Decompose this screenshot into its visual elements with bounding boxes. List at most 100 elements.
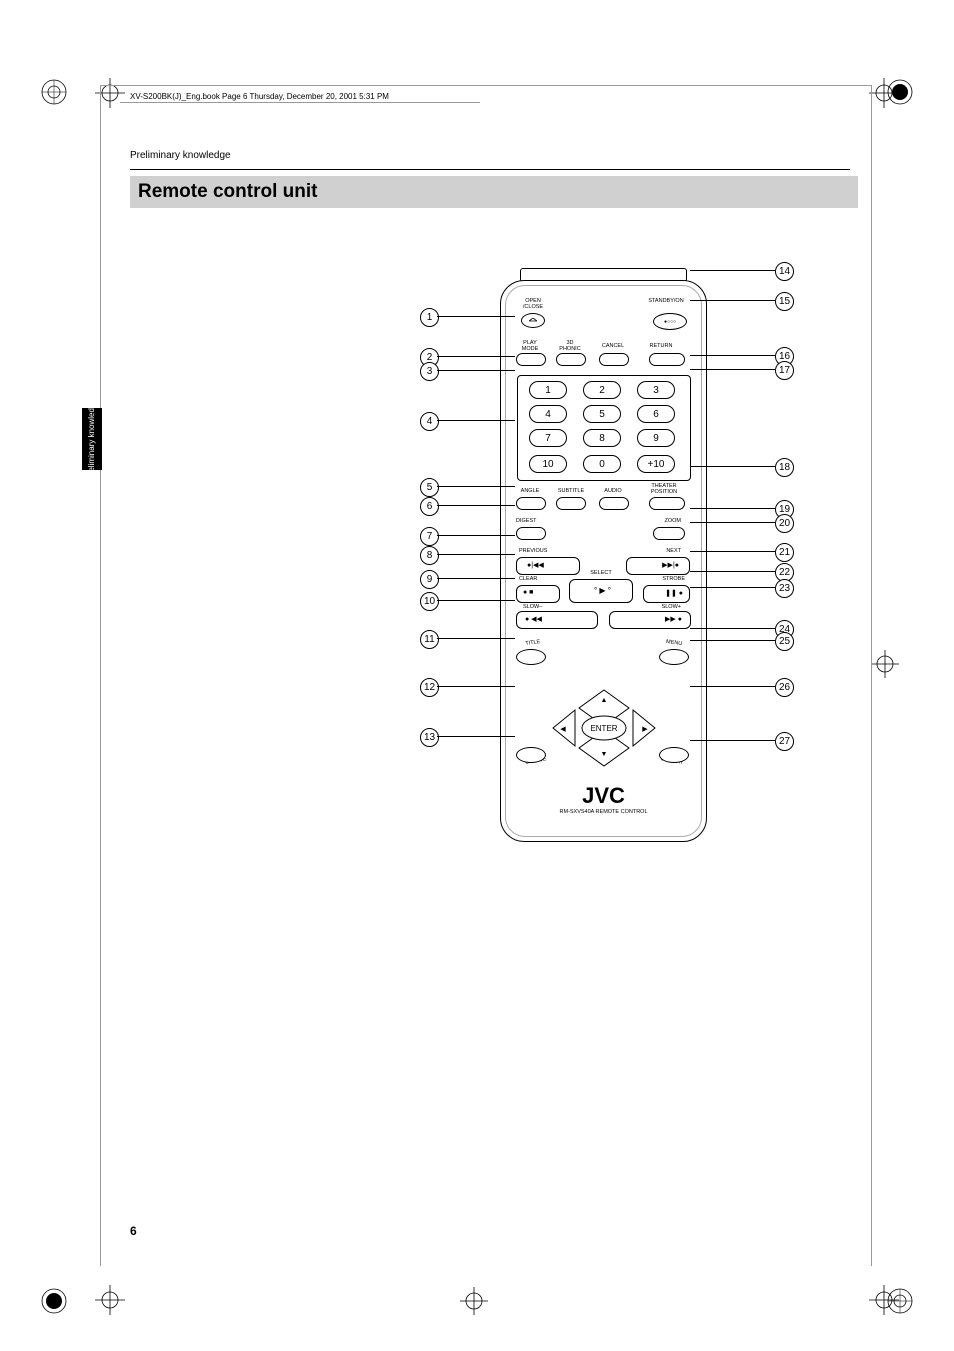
callout-line-27 — [690, 740, 775, 741]
label-digest: DIGEST — [516, 519, 546, 525]
callout-line-16 — [690, 355, 775, 356]
label-clear: CLEAR — [519, 577, 549, 583]
numpad-9[interactable]: 9 — [637, 429, 675, 447]
label-angle: ANGLE — [516, 489, 544, 495]
remote-body: OPEN /CLOSE STANDBY/ON ●○○○ PLAY MODE 3D… — [500, 280, 707, 842]
cancel-button[interactable] — [599, 353, 629, 366]
slow-fwd-button[interactable]: ▶▶ ● — [609, 611, 691, 629]
clear-stop-button[interactable]: ● ■ — [516, 585, 560, 603]
label-return: RETURN — [646, 344, 676, 350]
callout-line-10 — [437, 600, 515, 601]
callout-line-1 — [437, 316, 515, 317]
callout-line-24 — [690, 628, 775, 629]
callout-11: 11 — [420, 630, 439, 649]
side-tab: Preliminary knowledge — [82, 408, 102, 470]
callout-line-20 — [690, 522, 775, 523]
callout-line-26 — [690, 686, 775, 687]
phonic-3d-button[interactable] — [556, 353, 586, 366]
open-close-button[interactable] — [521, 313, 545, 328]
callout-20: 20 — [775, 514, 794, 533]
label-theater: THEATER POSITION — [644, 484, 684, 495]
select-play-button[interactable]: ° ▶ ° — [569, 579, 633, 603]
section-rule — [130, 169, 850, 170]
title-button[interactable] — [516, 649, 546, 665]
audio-button[interactable] — [599, 497, 629, 510]
callout-line-23 — [690, 587, 775, 588]
callout-3: 3 — [420, 362, 439, 381]
numpad-10[interactable]: 10 — [529, 455, 567, 473]
callout-5: 5 — [420, 478, 439, 497]
play-mode-button[interactable] — [516, 353, 546, 366]
center-target-bottom — [460, 1287, 488, 1315]
zoom-button[interactable] — [653, 527, 685, 540]
callout-line-21 — [690, 551, 775, 552]
previous-button[interactable]: ●|◀◀ — [516, 557, 580, 575]
callout-line-8 — [437, 554, 515, 555]
numpad-+10[interactable]: +10 — [637, 455, 675, 473]
numpad-1[interactable]: 1 — [529, 381, 567, 399]
label-open-close: OPEN /CLOSE — [516, 299, 550, 310]
next-button[interactable]: ▶▶|● — [626, 557, 690, 575]
label-strobe: STROBE — [651, 577, 685, 583]
callout-8: 8 — [420, 546, 439, 565]
numpad-2[interactable]: 2 — [583, 381, 621, 399]
standby-button[interactable]: ●○○○ — [653, 313, 687, 330]
subtitle-button[interactable] — [556, 497, 586, 510]
callout-line-6 — [437, 505, 515, 506]
callout-line-18 — [690, 466, 775, 467]
callout-line-5 — [437, 486, 515, 487]
callout-line-13 — [437, 736, 515, 737]
theater-button[interactable] — [649, 497, 685, 510]
remote-diagram: OPEN /CLOSE STANDBY/ON ●○○○ PLAY MODE 3D… — [380, 250, 780, 970]
callout-line-14 — [690, 270, 775, 271]
crop-mark — [869, 78, 899, 108]
return-button[interactable] — [649, 353, 685, 366]
callout-line-25 — [690, 640, 775, 641]
callout-23: 23 — [775, 579, 794, 598]
slow-rew-button[interactable]: ● ◀◀ — [516, 611, 598, 629]
page-content: XV-S200BK(J)_Eng.book Page 6 Thursday, D… — [130, 150, 850, 1250]
numpad-5[interactable]: 5 — [583, 405, 621, 423]
callout-21: 21 — [775, 543, 794, 562]
callout-line-3 — [437, 370, 515, 371]
display-button[interactable] — [659, 747, 689, 763]
callout-line-19 — [690, 508, 775, 509]
label-play-mode: PLAY MODE — [516, 341, 544, 352]
label-3d-phonic: 3D PHONIC — [556, 341, 584, 352]
digest-button[interactable] — [516, 527, 546, 540]
crop-mark — [95, 1285, 125, 1315]
label-select: SELECT — [586, 571, 616, 577]
callout-4: 4 — [420, 412, 439, 431]
choice-button[interactable] — [516, 747, 546, 763]
callout-line-17 — [690, 369, 775, 370]
numpad-4[interactable]: 4 — [529, 405, 567, 423]
angle-button[interactable] — [516, 497, 546, 510]
callout-27: 27 — [775, 732, 794, 751]
callout-17: 17 — [775, 361, 794, 380]
strobe-pause-button[interactable]: ❚❚ ● — [643, 585, 690, 603]
callout-26: 26 — [775, 678, 794, 697]
numpad-3[interactable]: 3 — [637, 381, 675, 399]
numpad-6[interactable]: 6 — [637, 405, 675, 423]
callout-18: 18 — [775, 458, 794, 477]
callout-7: 7 — [420, 527, 439, 546]
callout-6: 6 — [420, 497, 439, 516]
model-text: RM-SXVS40A REMOTE CONTROL — [501, 809, 706, 815]
menu-button[interactable] — [659, 649, 689, 665]
numpad-7[interactable]: 7 — [529, 429, 567, 447]
callout-25: 25 — [775, 632, 794, 651]
callout-14: 14 — [775, 262, 794, 281]
dpad-interactive-overlay[interactable] — [549, 686, 659, 771]
center-target-right — [871, 650, 899, 678]
callout-line-11 — [437, 638, 515, 639]
callout-1: 1 — [420, 308, 439, 327]
callout-line-7 — [437, 535, 515, 536]
numpad-0[interactable]: 0 — [583, 455, 621, 473]
numpad-8[interactable]: 8 — [583, 429, 621, 447]
reg-circle-tl — [40, 78, 68, 106]
side-tab-label: Preliminary knowledge — [88, 399, 97, 479]
section-top: Preliminary knowledge — [130, 150, 850, 161]
callout-line-12 — [437, 686, 515, 687]
reg-circle-bl — [40, 1287, 68, 1315]
label-cancel: CANCEL — [599, 344, 627, 350]
